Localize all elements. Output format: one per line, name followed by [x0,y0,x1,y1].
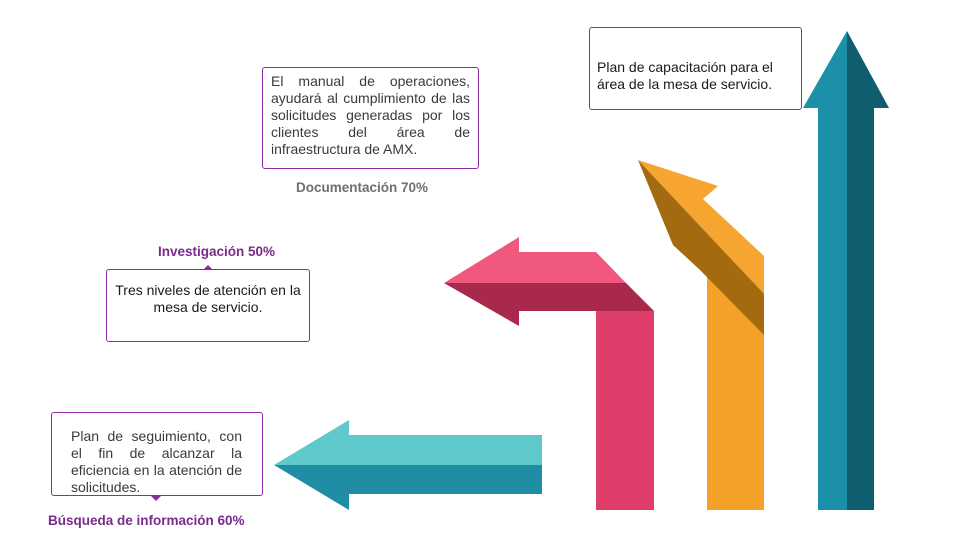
pink-arrow-vertical [596,311,654,510]
documentation-text: El manual de operaciones, ayudará al cum… [271,73,470,157]
blue-up-arrow [803,31,889,510]
research-box: Tres niveles de atención en la mesa de s… [106,269,310,342]
orange-arrow-vertical [707,270,764,510]
research-pointer [203,265,213,270]
blue-arrow-right [847,31,889,510]
research-text: Tres niveles de atención en la mesa de s… [115,282,301,315]
training-text: Plan de capacitación para el área de la … [597,59,773,92]
documentation-box: El manual de operaciones, ayudará al cum… [262,67,479,169]
training-box: Plan de capacitación para el área de la … [589,27,802,110]
pink-arrow-bottom [444,283,654,326]
pink-arrow-top [444,237,626,283]
teal-arrow-bottom [274,465,542,510]
orange-bent-arrow [638,160,764,510]
research-label: Investigación 50% [158,244,276,259]
teal-left-arrow [274,420,542,510]
pink-bent-arrow [444,237,654,510]
orange-arrow-dark [638,160,764,335]
documentation-label: Documentación 70% [296,180,429,195]
followup-pointer [151,496,161,501]
blue-arrow-left [803,31,847,510]
teal-arrow-top [274,420,542,465]
info-search-label: Búsqueda de información 60% [48,513,245,528]
followup-box: Plan de seguimiento, con el fin de alcan… [51,412,263,496]
followup-text: Plan de seguimiento, con el fin de alcan… [71,428,242,495]
